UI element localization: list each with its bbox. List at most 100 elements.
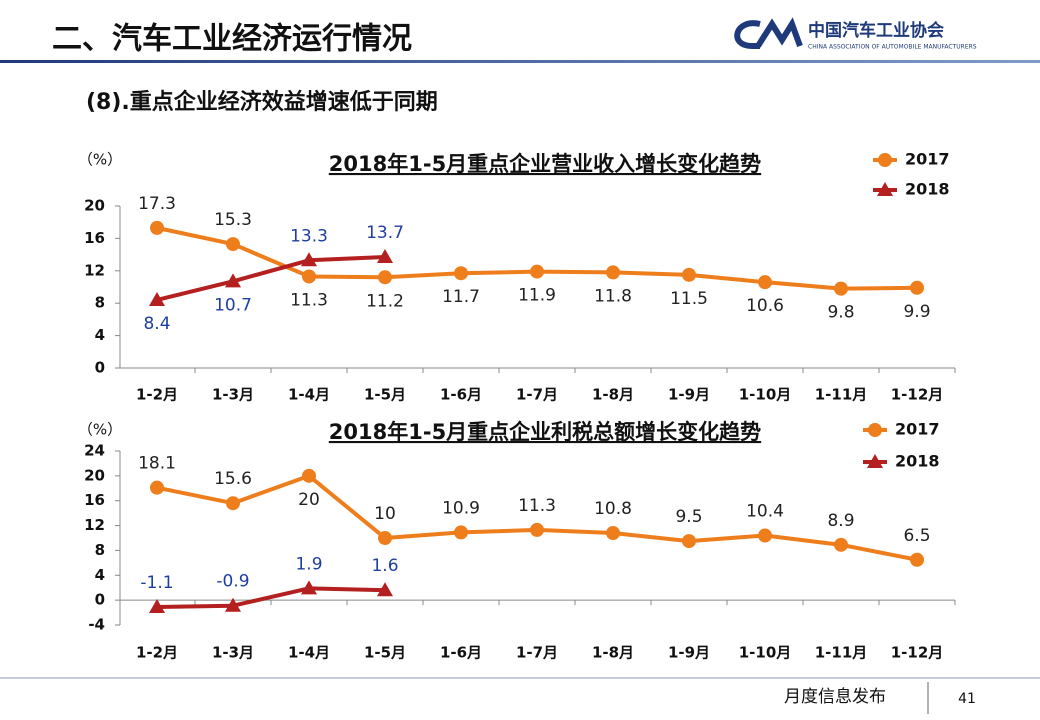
data-label: 8.4 bbox=[143, 314, 170, 334]
x-tick-label: 1-8月 bbox=[592, 386, 634, 404]
data-point bbox=[758, 275, 772, 290]
data-label: 6.5 bbox=[903, 526, 930, 546]
data-label: 11.7 bbox=[442, 287, 480, 307]
data-label: 9.8 bbox=[827, 303, 854, 323]
x-tick-label: 1-2月 bbox=[136, 644, 178, 662]
series-line bbox=[156, 473, 918, 562]
data-point bbox=[606, 265, 620, 280]
data-point bbox=[530, 522, 544, 537]
x-tick-label: 1-10月 bbox=[739, 644, 792, 662]
x-tick-label: 1-12月 bbox=[891, 644, 944, 662]
x-tick-label: 1-11月 bbox=[815, 386, 868, 404]
data-label: 18.1 bbox=[138, 454, 176, 474]
x-tick-label: 1-9月 bbox=[668, 386, 710, 404]
data-label: 13.7 bbox=[366, 223, 404, 243]
page-number: 41 bbox=[958, 691, 976, 707]
x-tick-label: 1-2月 bbox=[136, 386, 178, 404]
x-tick-label: 1-7月 bbox=[516, 644, 558, 662]
data-point bbox=[834, 537, 848, 552]
x-tick-label: 1-5月 bbox=[364, 644, 406, 662]
data-label: 11.9 bbox=[518, 286, 556, 306]
x-tick-label: 1-12月 bbox=[891, 386, 944, 404]
x-tick-label: 1-4月 bbox=[288, 386, 330, 404]
data-point bbox=[302, 269, 316, 284]
y-tick-label: 16 bbox=[84, 229, 105, 247]
data-point bbox=[682, 267, 696, 282]
data-label: 11.8 bbox=[594, 286, 632, 306]
x-tick-label: 1-3月 bbox=[212, 644, 254, 662]
chart-title: 2018年1-5月重点企业营业收入增长变化趋势 bbox=[329, 152, 761, 176]
data-point bbox=[454, 266, 468, 281]
data-point bbox=[150, 480, 164, 495]
data-label: 10.7 bbox=[214, 295, 252, 315]
data-point bbox=[377, 582, 393, 597]
x-tick-label: 1-6月 bbox=[440, 386, 482, 404]
y-tick-label: 8 bbox=[95, 294, 105, 312]
x-tick-label: 1-6月 bbox=[440, 644, 482, 662]
data-point bbox=[606, 526, 620, 541]
data-label: 10.9 bbox=[442, 498, 480, 518]
data-label: 9.9 bbox=[903, 302, 930, 322]
data-label: -1.1 bbox=[140, 573, 173, 593]
data-label: 11.2 bbox=[366, 291, 404, 311]
y-tick-label: 0 bbox=[95, 359, 105, 377]
x-tick-label: 1-5月 bbox=[364, 386, 406, 404]
data-point bbox=[377, 249, 393, 264]
y-tick-label: 0 bbox=[95, 591, 105, 609]
data-point bbox=[226, 496, 240, 511]
x-tick-label: 1-10月 bbox=[739, 386, 792, 404]
y-tick-label: 20 bbox=[84, 466, 105, 484]
data-point bbox=[530, 264, 544, 279]
legend-label: 2017 bbox=[905, 150, 950, 169]
data-point bbox=[150, 220, 164, 235]
y-tick-label: 16 bbox=[84, 491, 105, 509]
data-point bbox=[682, 534, 696, 549]
y-tick-label: 4 bbox=[95, 326, 105, 344]
header-rule bbox=[0, 60, 1040, 63]
x-tick-label: 1-8月 bbox=[592, 644, 634, 662]
legend-marker bbox=[868, 423, 882, 437]
data-label: 11.3 bbox=[518, 496, 556, 516]
y-tick-label: 12 bbox=[84, 261, 105, 279]
legend-label: 2018 bbox=[905, 180, 950, 199]
data-point bbox=[149, 598, 165, 613]
data-point bbox=[226, 237, 240, 252]
y-tick-label: 24 bbox=[84, 442, 105, 460]
data-label: 1.6 bbox=[371, 556, 398, 576]
slide-title: 二、汽车工业经济运行情况 bbox=[52, 22, 412, 57]
legend-marker bbox=[877, 182, 893, 196]
data-point bbox=[301, 252, 317, 267]
data-point bbox=[910, 280, 924, 295]
legend-label: 2018 bbox=[895, 452, 940, 471]
legend-marker bbox=[878, 153, 892, 167]
logo-english: CHINA ASSOCIATION OF AUTOMOBILE MANUFACT… bbox=[808, 44, 977, 51]
series-line bbox=[156, 586, 386, 609]
data-label: 1.9 bbox=[295, 554, 322, 574]
data-label: 11.3 bbox=[290, 290, 328, 310]
y-axis-label: （%） bbox=[78, 421, 122, 439]
data-point bbox=[758, 528, 772, 543]
data-point bbox=[378, 531, 392, 545]
data-point bbox=[225, 273, 241, 288]
data-label: 10.4 bbox=[746, 502, 784, 522]
data-label: 10.8 bbox=[594, 499, 632, 519]
data-label: 15.3 bbox=[214, 210, 252, 230]
data-label: 15.6 bbox=[214, 469, 252, 489]
x-tick-label: 1-7月 bbox=[516, 386, 558, 404]
data-label: 8.9 bbox=[827, 511, 854, 531]
data-point bbox=[378, 270, 392, 285]
y-tick-label: 4 bbox=[95, 566, 105, 584]
series-line bbox=[156, 255, 386, 302]
data-label: -0.9 bbox=[216, 572, 249, 592]
y-tick-label: 20 bbox=[84, 197, 105, 215]
data-label: 11.5 bbox=[670, 289, 708, 309]
logo: 中国汽车工业协会 CHINA ASSOCIATION OF AUTOMOBILE… bbox=[734, 17, 977, 51]
data-point bbox=[149, 291, 165, 306]
logo-name: 中国汽车工业协会 bbox=[808, 20, 944, 41]
y-tick-label: -4 bbox=[88, 616, 105, 634]
data-label: 9.5 bbox=[675, 507, 702, 527]
x-tick-label: 1-11月 bbox=[815, 644, 868, 662]
legend-label: 2017 bbox=[895, 420, 940, 439]
data-point bbox=[454, 525, 468, 540]
subtitle: (8).重点企业经济效益增速低于同期 bbox=[86, 89, 438, 115]
